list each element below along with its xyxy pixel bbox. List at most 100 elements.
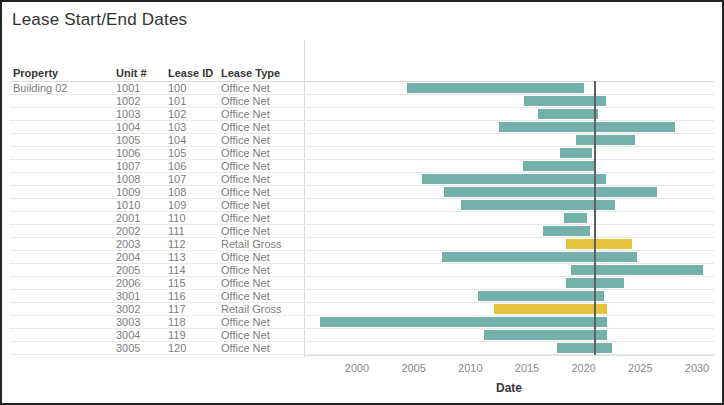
column-header-lease-id[interactable]: Lease ID	[168, 67, 213, 79]
unit-cell[interactable]: 1002	[116, 95, 140, 108]
x-tick-label: 2015	[515, 362, 539, 374]
lease-type-cell[interactable]: Office Net	[221, 160, 270, 173]
gantt-bar[interactable]	[566, 239, 633, 249]
lease-id-cell[interactable]: 118	[168, 316, 186, 329]
lease-id-cell[interactable]: 117	[168, 303, 186, 316]
gantt-bar[interactable]	[407, 83, 584, 93]
gantt-bar[interactable]	[499, 122, 676, 132]
lease-id-cell[interactable]: 101	[168, 95, 186, 108]
table-row: 2005 114 Office Net	[10, 264, 714, 277]
column-header-lease-type[interactable]: Lease Type	[221, 67, 280, 79]
gantt-bar[interactable]	[494, 304, 607, 314]
unit-cell[interactable]: 2005	[116, 264, 140, 277]
unit-cell[interactable]: 1005	[116, 134, 140, 147]
x-tick-label: 2010	[458, 362, 482, 374]
lease-type-cell[interactable]: Office Net	[221, 173, 270, 186]
gantt-bar[interactable]	[560, 148, 592, 158]
lease-type-cell[interactable]: Office Net	[221, 316, 270, 329]
unit-cell[interactable]: 3004	[116, 329, 140, 342]
lease-id-cell[interactable]: 119	[168, 329, 186, 342]
lease-type-cell[interactable]: Office Net	[221, 121, 270, 134]
gantt-bar[interactable]	[523, 161, 596, 171]
table-row: 1005 104 Office Net	[10, 134, 714, 147]
unit-cell[interactable]: 2002	[116, 225, 140, 238]
gantt-bar[interactable]	[576, 135, 635, 145]
table-row: 3005 120 Office Net	[10, 342, 714, 355]
unit-cell[interactable]: 1007	[116, 160, 140, 173]
lease-type-cell[interactable]: Office Net	[221, 212, 270, 225]
table-row: 1006 105 Office Net	[10, 147, 714, 160]
lease-id-cell[interactable]: 107	[168, 173, 186, 186]
unit-cell[interactable]: 1010	[116, 199, 140, 212]
lease-id-cell[interactable]: 115	[168, 277, 186, 290]
unit-cell[interactable]: 1009	[116, 186, 140, 199]
gantt-bar[interactable]	[564, 213, 587, 223]
unit-cell[interactable]: 1001	[116, 82, 140, 95]
unit-cell[interactable]: 1003	[116, 108, 140, 121]
table-row: 1010 109 Office Net	[10, 199, 714, 212]
column-header-unit[interactable]: Unit #	[116, 67, 147, 79]
unit-cell[interactable]: 2004	[116, 251, 140, 264]
lease-id-cell[interactable]: 103	[168, 121, 186, 134]
lease-id-cell[interactable]: 109	[168, 199, 186, 212]
table-row: 3001 116 Office Net	[10, 290, 714, 303]
lease-id-cell[interactable]: 105	[168, 147, 186, 160]
lease-type-cell[interactable]: Office Net	[221, 199, 270, 212]
unit-cell[interactable]: 2001	[116, 212, 140, 225]
lease-type-cell[interactable]: Office Net	[221, 147, 270, 160]
lease-id-cell[interactable]: 104	[168, 134, 186, 147]
gantt-bar[interactable]	[444, 187, 657, 197]
gantt-bar[interactable]	[557, 343, 613, 353]
table-row: 1007 106 Office Net	[10, 160, 714, 173]
column-header-property[interactable]: Property	[13, 67, 58, 79]
lease-id-cell[interactable]: 102	[168, 108, 186, 121]
lease-id-cell[interactable]: 110	[168, 212, 186, 225]
table-row: 3002 117 Retail Gross	[10, 303, 714, 316]
gantt-bar[interactable]	[538, 109, 598, 119]
gantt-bar[interactable]	[320, 317, 608, 327]
lease-id-cell[interactable]: 112	[168, 238, 186, 251]
lease-type-cell[interactable]: Office Net	[221, 342, 270, 355]
lease-type-cell[interactable]: Office Net	[221, 225, 270, 238]
gantt-bar[interactable]	[571, 265, 703, 275]
unit-cell[interactable]: 2003	[116, 238, 140, 251]
lease-type-cell[interactable]: Retail Gross	[221, 238, 282, 251]
gantt-bar[interactable]	[478, 291, 604, 301]
unit-cell[interactable]: 3003	[116, 316, 140, 329]
page-title: Lease Start/End Dates	[12, 10, 187, 30]
lease-type-cell[interactable]: Office Net	[221, 95, 270, 108]
lease-type-cell[interactable]: Office Net	[221, 277, 270, 290]
lease-id-cell[interactable]: 114	[168, 264, 186, 277]
lease-id-cell[interactable]: 108	[168, 186, 186, 199]
unit-cell[interactable]: 1008	[116, 173, 140, 186]
lease-type-cell[interactable]: Office Net	[221, 82, 270, 95]
unit-cell[interactable]: 3005	[116, 342, 140, 355]
lease-type-cell[interactable]: Office Net	[221, 329, 270, 342]
gantt-bar[interactable]	[543, 226, 591, 236]
lease-id-cell[interactable]: 120	[168, 342, 186, 355]
lease-type-cell[interactable]: Office Net	[221, 290, 270, 303]
gantt-bar[interactable]	[484, 330, 608, 340]
unit-cell[interactable]: 2006	[116, 277, 140, 290]
gantt-bar[interactable]	[422, 174, 607, 184]
unit-cell[interactable]: 1006	[116, 147, 140, 160]
x-axis-title: Date	[496, 381, 522, 395]
lease-id-cell[interactable]: 111	[168, 225, 185, 238]
unit-cell[interactable]: 3002	[116, 303, 140, 316]
x-tick-label: 2020	[571, 362, 595, 374]
lease-id-cell[interactable]: 113	[168, 251, 186, 264]
lease-id-cell[interactable]: 116	[168, 290, 186, 303]
lease-type-cell[interactable]: Office Net	[221, 264, 270, 277]
unit-cell[interactable]: 3001	[116, 290, 140, 303]
lease-type-cell[interactable]: Office Net	[221, 134, 270, 147]
gantt-bar[interactable]	[442, 252, 637, 262]
lease-id-cell[interactable]: 106	[168, 160, 186, 173]
gantt-bar[interactable]	[461, 200, 615, 210]
lease-type-cell[interactable]: Office Net	[221, 186, 270, 199]
lease-type-cell[interactable]: Retail Gross	[221, 303, 282, 316]
lease-type-cell[interactable]: Office Net	[221, 108, 270, 121]
x-axis-line	[304, 355, 714, 356]
unit-cell[interactable]: 1004	[116, 121, 140, 134]
lease-type-cell[interactable]: Office Net	[221, 251, 270, 264]
lease-id-cell[interactable]: 100	[168, 82, 186, 95]
